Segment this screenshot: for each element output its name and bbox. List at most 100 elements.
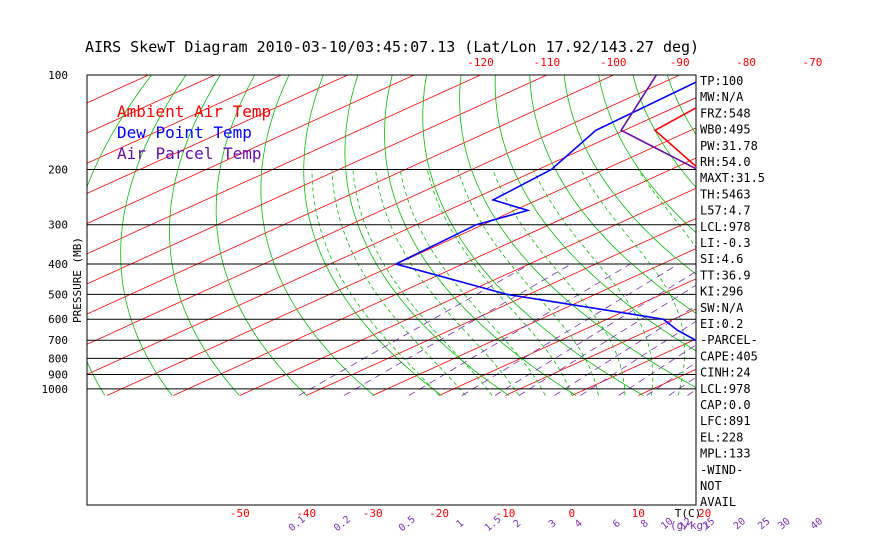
dry-adiabat-line xyxy=(736,75,870,396)
dry-adiabat-line xyxy=(771,75,870,396)
dry-adiabat-line xyxy=(529,75,696,314)
index-value: CINH:24 xyxy=(700,366,751,380)
moist-adiabat-line xyxy=(457,169,599,396)
series-line-dew-point-temp xyxy=(393,81,696,343)
isotherm-line xyxy=(571,338,696,396)
index-value: CAP:0.0 xyxy=(700,398,751,412)
pressure-tick-label: 800 xyxy=(48,352,68,365)
isotherm-line xyxy=(438,278,696,396)
isotherm-line xyxy=(87,75,548,285)
mixing-ratio-line xyxy=(646,362,696,396)
isotherm-line xyxy=(0,75,16,395)
index-value: MAXT:31.5 xyxy=(700,171,765,185)
pressure-tick-label: 900 xyxy=(48,368,68,381)
index-value: CAPE:405 xyxy=(700,349,758,363)
dry-adiabat-line xyxy=(120,75,187,396)
moist-adiabat-line xyxy=(580,169,686,396)
dry-adiabat-line xyxy=(422,75,644,396)
index-value: LFC:891 xyxy=(700,414,751,428)
pressure-tick-label: 500 xyxy=(48,288,68,301)
moist-adiabat-line xyxy=(331,169,466,396)
mixing-ratio-label: 25 xyxy=(756,516,772,532)
mixing-ratio-line xyxy=(518,284,696,396)
moist-adiabat-line xyxy=(375,169,520,396)
plot-frame xyxy=(86,74,697,506)
index-value: FRZ:548 xyxy=(700,106,751,120)
mixing-ratio-label: 3 xyxy=(547,518,559,530)
pressure-tick-label: 400 xyxy=(48,258,68,271)
isotherm-line xyxy=(837,75,870,395)
dry-adiabat-line xyxy=(87,75,152,396)
index-value: -WIND- xyxy=(700,463,743,477)
index-value: MPL:133 xyxy=(700,447,751,461)
index-value: MW:N/A xyxy=(700,90,744,104)
pressure-tick-label: 100 xyxy=(48,69,68,82)
index-value: SI:4.6 xyxy=(700,252,743,266)
bottom-temp-tick-label: -10 xyxy=(496,507,516,520)
mixing-ratio-label: 20 xyxy=(732,516,748,532)
isotherm-line xyxy=(87,75,481,255)
stability-indices: TP:100 MW:N/A FRZ:548 WB0:495 PW:31.78 RH:54.… xyxy=(700,74,765,509)
moist-adiabat-line xyxy=(311,169,440,396)
mixing-ratio-label: 2 xyxy=(512,518,524,530)
mixing-ratio-label: 40 xyxy=(809,516,825,532)
mixing-ratio-line xyxy=(766,264,870,396)
index-value: EI:0.2 xyxy=(700,317,743,331)
mixing-ratio-line xyxy=(580,320,696,396)
index-value: EL:228 xyxy=(700,430,743,444)
isotherm-line xyxy=(173,157,696,396)
top-temp-tick-label: -100 xyxy=(600,56,627,69)
dry-adiabat-line xyxy=(459,75,696,389)
moist-adiabat-line xyxy=(758,170,818,396)
dry-adiabat-line xyxy=(169,75,240,396)
index-value: TP:100 xyxy=(700,74,743,88)
index-value: PW:31.78 xyxy=(700,139,758,153)
index-value: LCL:978 xyxy=(700,382,751,396)
mixing-ratio-line xyxy=(668,376,696,396)
isotherm-line xyxy=(239,187,696,396)
bottom-temp-tick-label: 20 xyxy=(698,507,711,520)
isotherm-line xyxy=(638,368,696,396)
isotherm-line xyxy=(106,127,696,396)
mixing-ratio-line xyxy=(343,263,572,396)
mixing-ratio-label: 8 xyxy=(639,518,651,530)
mixing-ratio-label: 30 xyxy=(776,516,792,532)
mixing-ratio-line xyxy=(786,264,870,396)
isotherm-line xyxy=(505,308,696,396)
pressure-tick-label: 1000 xyxy=(42,383,69,396)
moist-adiabat-line xyxy=(532,169,654,396)
index-value: TT:36.9 xyxy=(700,268,751,282)
axis-layer: -120-110-100-90-80-70-60-50-40-50-40-30-… xyxy=(230,56,870,534)
mixing-ratio-line xyxy=(494,271,696,396)
isotherm-line xyxy=(771,75,870,395)
mixing-ratio-label: 6 xyxy=(611,518,623,530)
moist-adiabat-line xyxy=(399,169,546,396)
index-value: RH:54.0 xyxy=(700,155,751,169)
index-value: SW:N/A xyxy=(700,301,744,315)
isotherm-line xyxy=(0,75,82,395)
legend: Ambient Air Temp Dew Point Temp Air Parcel… xyxy=(117,102,271,163)
mixing-ratio-line xyxy=(408,263,631,396)
isotherm-line xyxy=(87,75,282,164)
dry-adiabat-line xyxy=(303,75,442,396)
dry-adiabat-line xyxy=(805,75,870,396)
mixing-ratio-label: 0.2 xyxy=(332,514,353,534)
mixing-ratio-line xyxy=(461,263,679,396)
top-temp-tick-label: -60 xyxy=(869,56,870,69)
moist-adiabat-line xyxy=(838,170,870,396)
mixing-ratio-line xyxy=(741,264,870,396)
dry-adiabat-line xyxy=(494,75,696,352)
legend-entry: Air Parcel Temp xyxy=(117,144,262,163)
series-layer xyxy=(393,75,696,343)
mixing-unit-label: (g/kg) xyxy=(670,519,710,532)
bottom-temp-tick-label: -20 xyxy=(429,507,449,520)
dry-adiabat-line xyxy=(215,75,308,396)
legend-entry: Ambient Air Temp xyxy=(117,102,271,121)
index-value: LCL:978 xyxy=(700,220,751,234)
mixing-ratio-label: 4 xyxy=(573,518,585,530)
index-value: KI:296 xyxy=(700,285,743,299)
mixing-ratio-line xyxy=(819,264,870,396)
bottom-temp-tick-label: -50 xyxy=(230,507,250,520)
index-value: WB0:495 xyxy=(700,123,751,137)
